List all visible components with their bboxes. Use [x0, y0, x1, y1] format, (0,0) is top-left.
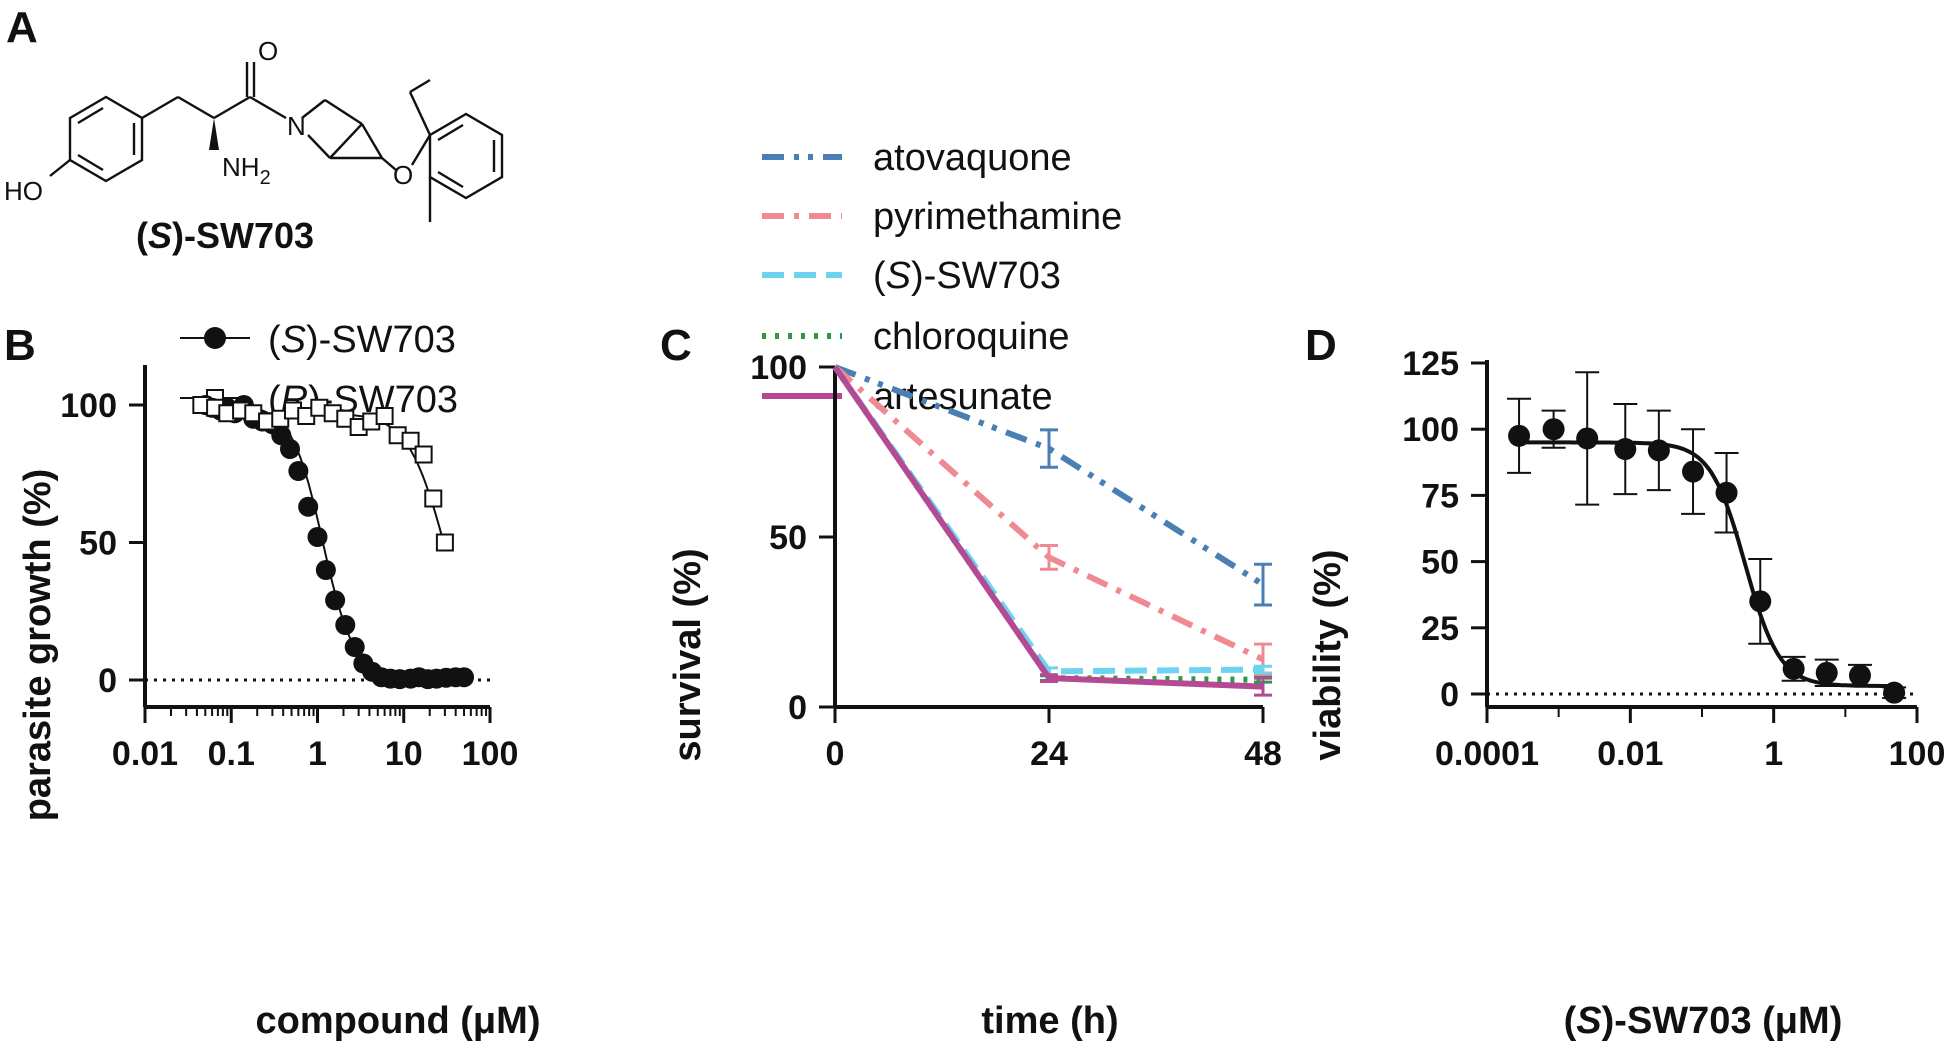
y-tick-label-d: 75 — [1421, 477, 1459, 515]
data-point-d — [1576, 427, 1599, 450]
x-tick-label-d: 1 — [1764, 735, 1783, 773]
y-axis-title-b: parasite growth (%) — [17, 469, 59, 822]
x-tick-label-b: 10 — [385, 735, 423, 773]
x-tick-label-d: 100 — [1889, 735, 1946, 773]
panel-label-c: C — [660, 321, 692, 370]
data-point-d — [1848, 664, 1871, 687]
data-point-s-sw703 — [315, 560, 336, 580]
legend-c-label-s-sw703: (S)-SW703 — [873, 255, 1061, 297]
plot-c: 0 24 48 0 50 100 — [750, 349, 1282, 773]
data-point-s-sw703 — [307, 527, 328, 547]
data-point-r-sw703 — [375, 407, 394, 425]
panel-label-b: B — [4, 321, 36, 370]
x-axis-title-c: time (h) — [981, 1000, 1118, 1042]
legend-c-label-artesunate: artesunate — [873, 376, 1053, 418]
y-axis-title-d: viability (%) — [1307, 549, 1349, 760]
atom-nh2: NH2 — [222, 152, 271, 189]
y-tick-label-c: 50 — [769, 519, 807, 557]
panel-c: C atovaquone pyrimethamine (S)-SW703 chl… — [660, 137, 1282, 1042]
panel-d: D 0.0001 0.01 1 100 0 25 50 75 100 125 (S)-SW703 … — [1305, 321, 1945, 1042]
stereo-wedge — [209, 118, 219, 150]
atom-n: N — [287, 111, 306, 141]
legend-c: atovaquone pyrimethamine (S)-SW703 chlor… — [762, 137, 1122, 418]
x-tick-label-b: 100 — [462, 735, 519, 773]
y-tick-label-c: 100 — [750, 349, 807, 387]
y-tick-label-b: 0 — [98, 662, 117, 700]
legend-b: (S)-SW703 (R)-SW703 — [180, 319, 458, 421]
data-point-r-sw703 — [414, 445, 433, 464]
y-axis-title-c: survival (%) — [667, 548, 709, 761]
panel-label-a: A — [6, 3, 38, 52]
legend-b-marker-s — [204, 327, 226, 349]
data-point-d — [1508, 424, 1531, 447]
data-point-r-sw703 — [424, 489, 443, 508]
data-point-d — [1883, 681, 1906, 704]
data-point-s-sw703 — [335, 615, 356, 635]
x-tick-label-b: 0.01 — [112, 735, 178, 773]
atom-o-carbonyl: O — [258, 36, 278, 66]
data-point-d — [1682, 460, 1705, 483]
data-point-d — [1647, 439, 1670, 462]
legend-c-label-chloroquine: chloroquine — [873, 316, 1069, 358]
atom-ho: HO — [4, 176, 43, 206]
y-tick-label-b: 50 — [79, 525, 117, 563]
data-point-s-sw703 — [280, 439, 301, 459]
data-point-s-sw703 — [325, 590, 346, 611]
data-point-r-sw703 — [401, 431, 420, 450]
data-point-d — [1715, 481, 1738, 504]
atom-o-ether: O — [393, 160, 413, 190]
y-tick-label-d: 100 — [1402, 411, 1459, 449]
x-tick-label-d: 0.0001 — [1435, 735, 1539, 773]
x-tick-label-c: 24 — [1030, 735, 1068, 773]
legend-b-label-s: (S)-SW703 — [268, 319, 456, 361]
x-tick-label-d: 0.01 — [1597, 735, 1663, 773]
data-point-s-sw703 — [344, 637, 365, 657]
data-point-r-sw703 — [435, 533, 454, 552]
x-axis-title-b: compound (μM) — [256, 1000, 541, 1042]
data-point-s-sw703 — [298, 496, 319, 517]
data-point-d — [1815, 661, 1838, 684]
panel-b: B (S)-SW703 (R)-SW703 0.01 0.1 1 10 100 0 50 10… — [4, 319, 540, 1042]
data-point-d — [1614, 438, 1637, 461]
y-tick-label-b: 100 — [60, 387, 117, 425]
data-point-s-sw703 — [454, 667, 475, 688]
x-axis-title-d: (S)-SW703 (μM) — [1564, 1000, 1843, 1042]
compound-name: (S)-SW703 — [136, 215, 314, 256]
legend-c-label-atovaquone: atovaquone — [873, 137, 1072, 179]
x-tick-label-b: 0.1 — [208, 735, 255, 773]
y-tick-label-d: 0 — [1440, 676, 1459, 714]
chemical-structure-drawing — [49, 62, 504, 222]
y-tick-label-c: 0 — [788, 689, 807, 727]
x-tick-label-c: 0 — [826, 735, 845, 773]
y-tick-label-d: 125 — [1402, 345, 1459, 383]
x-tick-label-c: 48 — [1244, 735, 1282, 773]
plot-b: 0.01 0.1 1 10 100 0 50 100 — [60, 365, 518, 773]
y-tick-label-d: 50 — [1421, 544, 1459, 582]
y-tick-label-d: 25 — [1421, 610, 1459, 648]
fit-curve-d — [1519, 440, 1895, 688]
data-point-d — [1749, 590, 1772, 613]
panel-a: A — [4, 3, 504, 256]
data-point-d — [1542, 418, 1565, 441]
panel-label-d: D — [1305, 321, 1337, 370]
x-tick-label-b: 1 — [308, 735, 327, 773]
plot-d: 0.0001 0.01 1 100 0 25 50 75 100 125 — [1402, 345, 1945, 773]
data-point-d — [1782, 657, 1805, 680]
legend-c-label-pyrimethamine: pyrimethamine — [873, 196, 1122, 238]
data-point-s-sw703 — [288, 461, 309, 481]
